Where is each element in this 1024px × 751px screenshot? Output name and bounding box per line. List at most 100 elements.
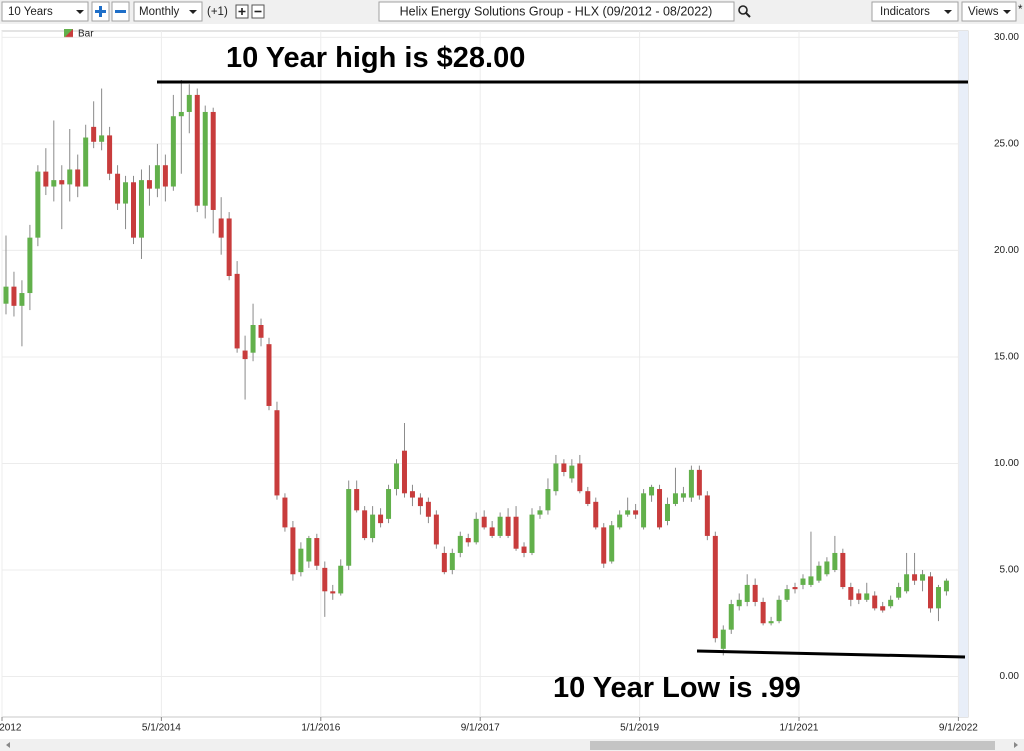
low-annotation: 10 Year Low is .99 [553,672,801,704]
candle-body [115,173,121,204]
candle-body [768,621,774,624]
x-tick-label: 1/1/2021 [780,723,819,734]
candle-body [465,538,471,543]
candle-body [170,116,176,187]
candle-body [696,469,702,496]
candle-body [226,218,232,276]
offset-text: (+1) [207,6,228,18]
candle-body [11,286,17,306]
candle-body [784,589,790,600]
candle-body [593,501,599,528]
candle-body [744,584,750,602]
candle-body [330,591,336,594]
candle-body [561,463,567,472]
dropdown-arrow [189,10,197,14]
candle-body [218,218,224,238]
candle-body [800,578,806,585]
candle-body [146,180,152,189]
candle-body [760,601,766,624]
candle-body [872,595,878,609]
candle-body [688,469,694,498]
candle-body [83,137,89,187]
candle-body [99,135,105,142]
candle-body [210,111,216,210]
candle-body [712,535,718,639]
candle-body [601,527,607,564]
candle-body [792,587,798,590]
candle-body [314,538,320,566]
candle-body [282,497,288,528]
y-tick-label: 0.00 [1000,671,1020,682]
toolbar: 10 Years Monthly (+1) Helix Energy Solut… [0,0,1024,24]
candle-body [481,516,487,528]
candle-body [864,593,870,600]
y-tick-label: 30.00 [994,32,1019,43]
candle-body [577,463,583,492]
interval-text: Monthly [139,6,180,18]
search-icon[interactable] [738,5,748,15]
candle-body [816,565,822,581]
y-tick-label: 5.00 [1000,565,1020,576]
interval-select[interactable] [133,1,203,22]
candle-body [250,325,256,353]
candle-body [138,180,144,238]
candle-body [51,180,57,187]
candle-body [473,518,479,543]
candle-body [346,489,352,566]
candle-body [123,182,129,204]
candle-body [832,552,838,570]
candle-body [35,171,41,238]
indicators-select[interactable] [871,1,959,22]
views-select[interactable] [961,1,1017,22]
x-tick-label: 1/1/2016 [301,723,340,734]
candle-body [154,165,160,189]
legend-icon-red [64,29,73,38]
candle-body [912,574,918,581]
candle-body [449,552,455,570]
candle-body [186,94,192,112]
candle-body [920,574,926,581]
x-tick-label: 9/1/2017 [461,723,500,734]
candle-body [457,535,463,553]
candle-body [633,510,639,515]
y-tick-label: 20.00 [994,245,1019,256]
symbol-box[interactable] [378,1,735,22]
x-tick-label: 5/1/2019 [620,723,659,734]
candle-body [553,463,559,492]
scrollbar-thumb[interactable] [590,741,995,750]
candle-body [425,501,431,517]
candle-body [840,552,846,588]
candle-body [354,489,360,511]
candle-body [178,111,184,117]
x-tick-label: 9/1/2012 [0,723,22,734]
candle-body [27,237,33,294]
candle-body [848,587,854,600]
candle-body [91,126,97,142]
candle-body [720,629,726,649]
candle-body [888,599,894,607]
candle-body [394,463,400,490]
candle-body [808,576,814,585]
candle-body [202,111,208,206]
candle-body [242,350,248,360]
candle-body [776,599,782,622]
candle-body [59,180,65,185]
candle-body [609,525,615,562]
candle-body [880,606,886,611]
range-select[interactable] [1,1,89,22]
candle-body [266,344,272,406]
candle-body [529,514,535,553]
asterisk: * [1018,4,1023,16]
candle-body [935,587,941,609]
candle-body [409,491,415,498]
candle-body [322,567,328,592]
candle-body [362,510,368,539]
plus-icon [95,6,106,17]
candle-body [107,135,113,174]
candle-body [67,169,73,185]
y-tick-label: 10.00 [994,458,1019,469]
candle-body [441,552,447,573]
candle-body [617,514,623,528]
